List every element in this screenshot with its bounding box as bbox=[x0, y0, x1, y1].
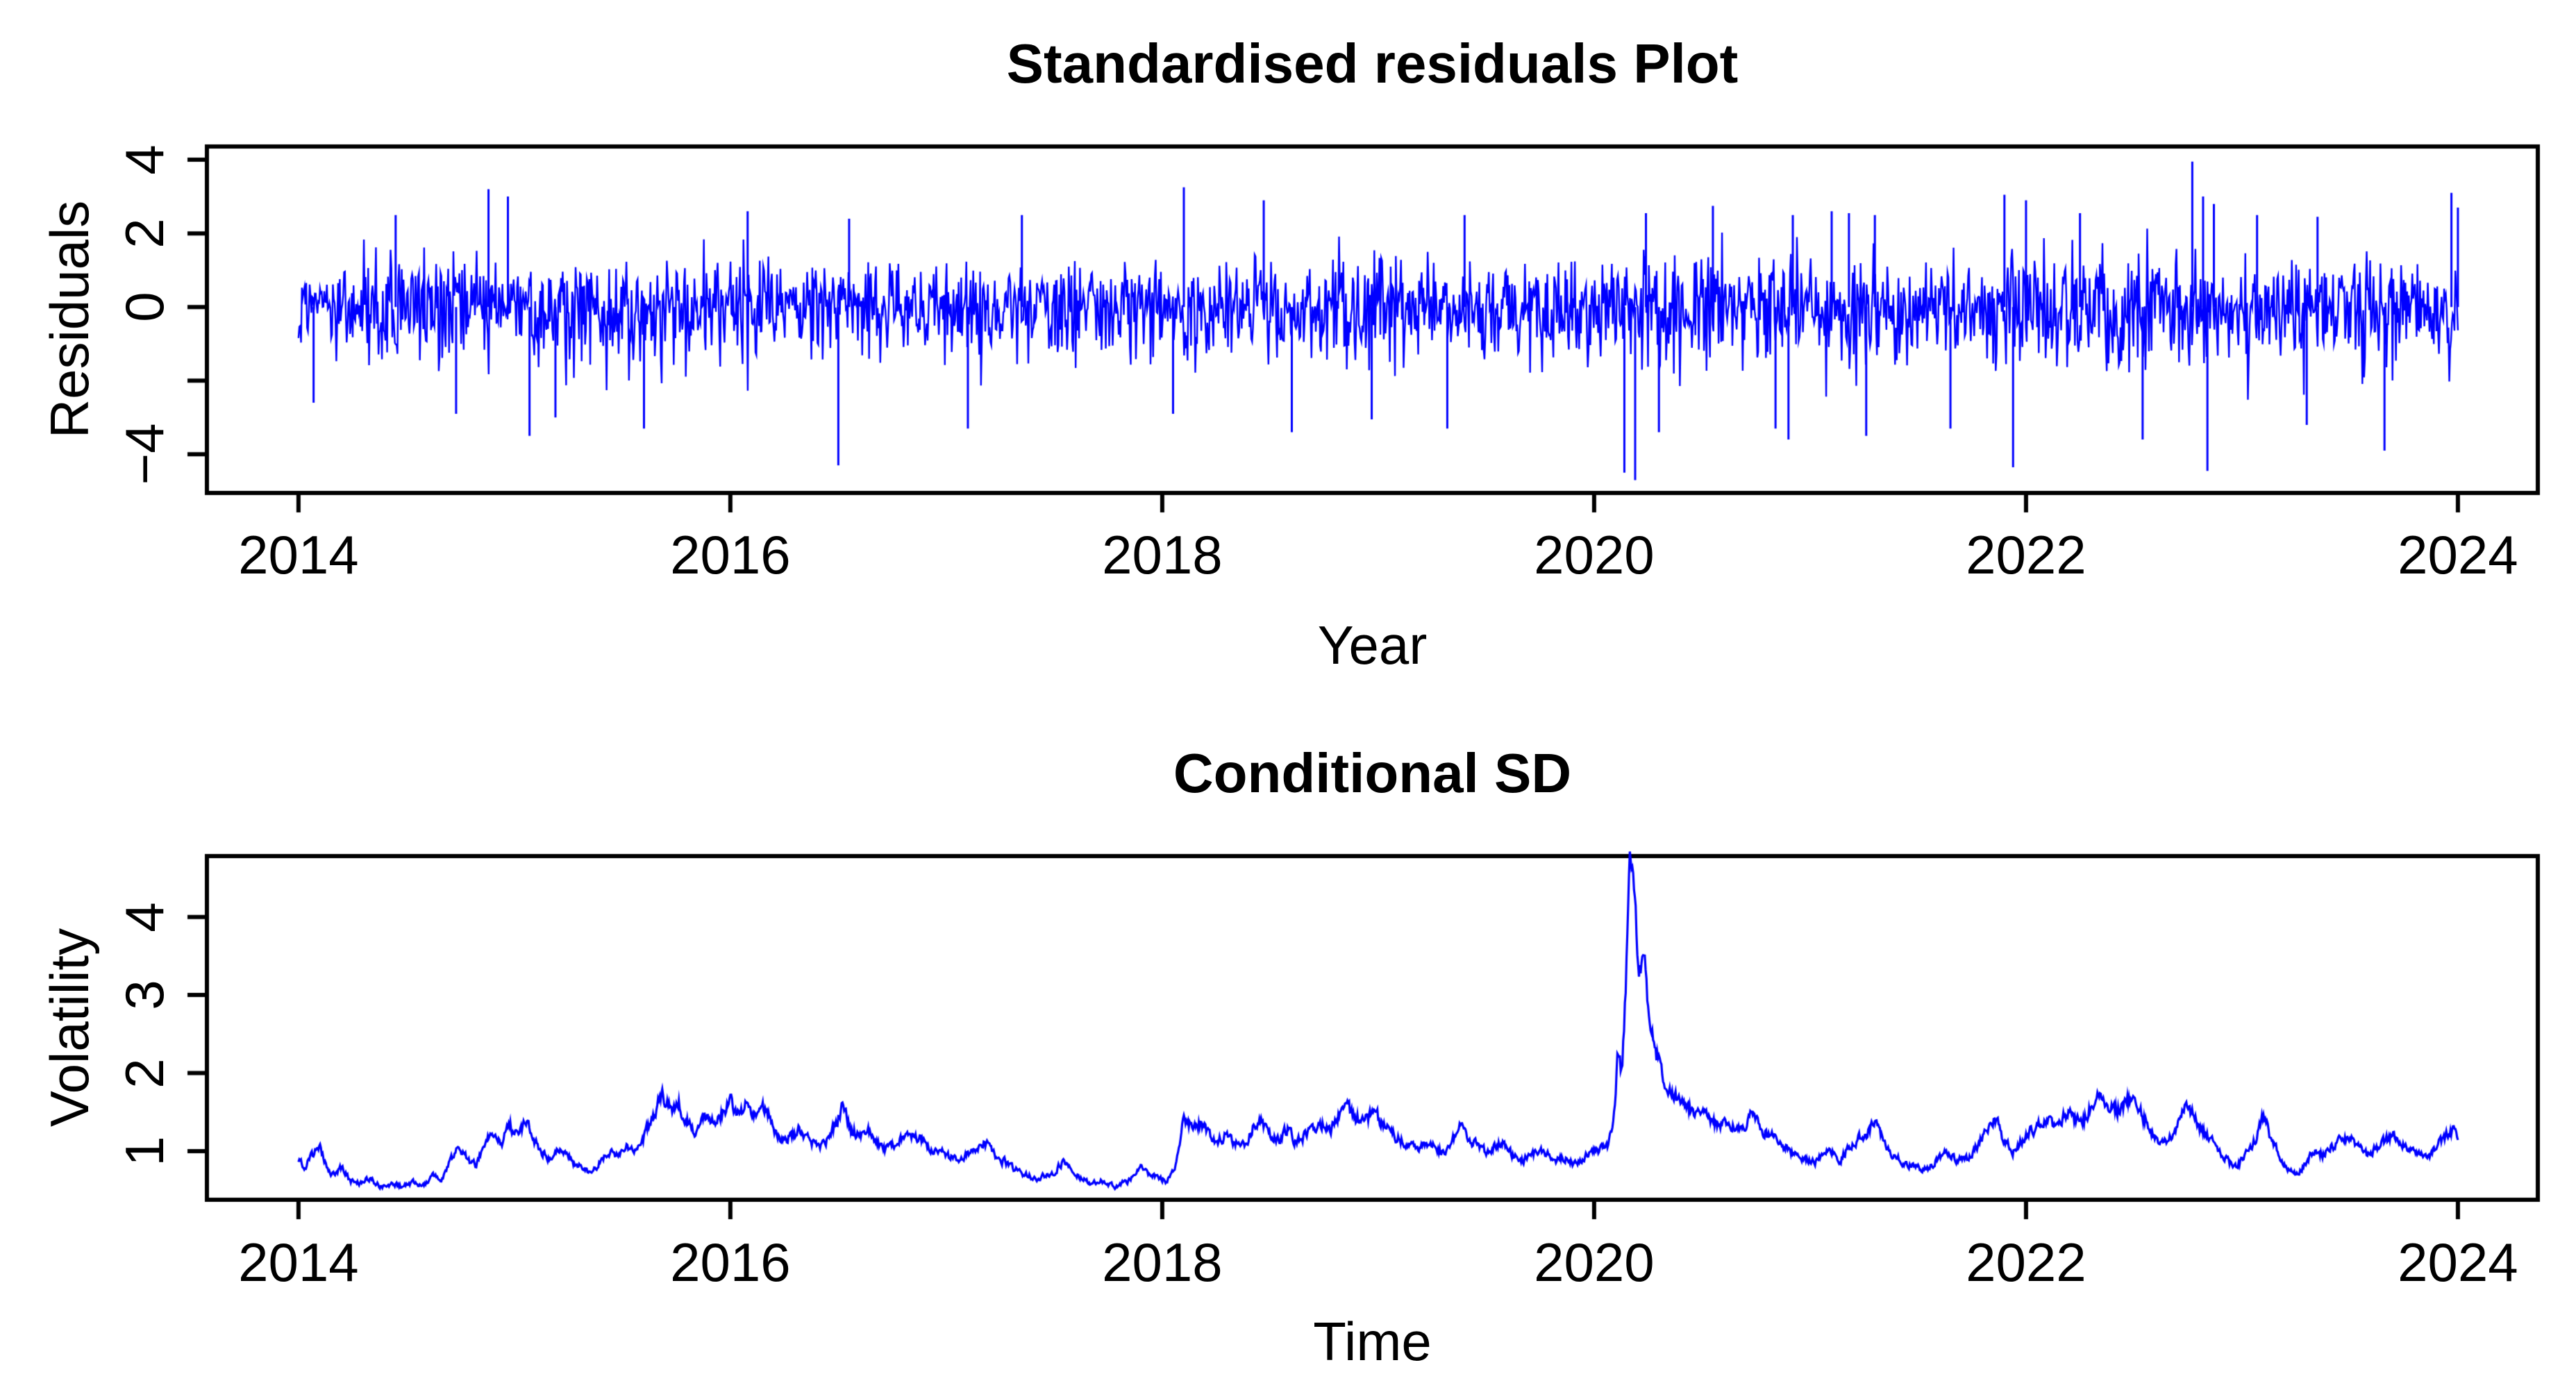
y-axis-label-residuals: Residuals bbox=[39, 200, 100, 439]
x-axis-label-time: Time bbox=[1313, 1311, 1432, 1372]
x-tick-label: 2014 bbox=[238, 1232, 359, 1293]
x-tick-label: 2018 bbox=[1102, 1232, 1223, 1293]
x-tick-label: 2022 bbox=[1966, 1232, 2086, 1293]
x-tick-label: 2024 bbox=[2398, 524, 2518, 585]
y-axis-label-volatility: Volatility bbox=[39, 928, 100, 1128]
y-tick-label: 2 bbox=[114, 1057, 175, 1089]
y-tick-label: 4 bbox=[114, 144, 175, 175]
y-tick-label: 0 bbox=[114, 292, 175, 322]
x-axis-label-year: Year bbox=[1317, 614, 1428, 676]
x-tick-label: 2024 bbox=[2398, 1232, 2518, 1293]
x-tick-label: 2018 bbox=[1102, 524, 1223, 585]
x-tick-label: 2016 bbox=[670, 524, 791, 585]
y-tick-label: 1 bbox=[114, 1136, 175, 1166]
x-tick-label: 2016 bbox=[670, 1232, 791, 1293]
x-tick-label: 2020 bbox=[1534, 1232, 1655, 1293]
y-tick-label: 2 bbox=[114, 218, 175, 249]
y-tick-label: 4 bbox=[114, 901, 175, 932]
chart-title-conditional-sd: Conditional SD bbox=[1173, 742, 1572, 804]
x-tick-label: 2020 bbox=[1534, 524, 1655, 585]
y-tick-label: 3 bbox=[114, 980, 175, 1010]
x-tick-label: 2014 bbox=[238, 524, 359, 585]
x-tick-label: 2022 bbox=[1966, 524, 2086, 585]
y-tick-label: −4 bbox=[114, 423, 175, 485]
chart-title-residuals: Standardised residuals Plot bbox=[1006, 33, 1739, 94]
